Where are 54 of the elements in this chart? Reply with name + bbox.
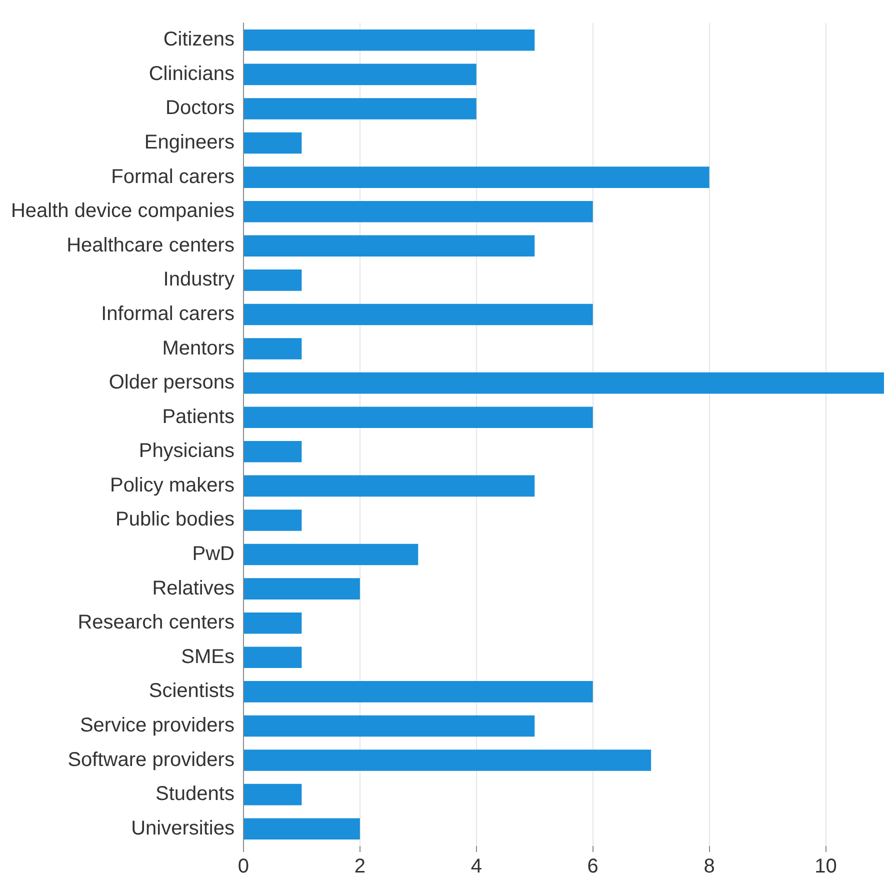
- bar: [244, 544, 418, 566]
- y-tick-label: PwD: [192, 543, 234, 566]
- x-tick-label: 8: [704, 856, 715, 878]
- bar: [244, 64, 476, 86]
- y-tick-label: SMEs: [181, 646, 234, 668]
- bar: [244, 372, 884, 394]
- bar: [244, 612, 302, 634]
- x-tick-label: 4: [470, 856, 482, 878]
- bar: [244, 30, 535, 51]
- y-tick-label: Doctors: [166, 97, 234, 120]
- bar: [244, 406, 593, 428]
- y-tick-label: Service providers: [80, 714, 234, 736]
- y-tick-label: Scientists: [148, 680, 234, 702]
- y-tick-label: Public bodies: [115, 508, 234, 531]
- y-tick-label: Health device companies: [10, 200, 234, 222]
- y-tick-label: Engineers: [144, 132, 234, 154]
- y-tick-label: Industry: [163, 268, 234, 291]
- y-tick-label: Relatives: [152, 577, 234, 600]
- y-tick-label: Citizens: [163, 28, 234, 51]
- y-tick-label: Patients: [162, 406, 234, 428]
- y-tick-label: Software providers: [68, 748, 234, 771]
- x-tick-label: 10: [814, 856, 837, 878]
- y-tick-label: Policy makers: [110, 474, 234, 496]
- bar: [244, 784, 302, 806]
- bar: [244, 200, 593, 222]
- bar: [244, 646, 302, 668]
- x-tick-label: 2: [354, 856, 366, 878]
- y-tick-label: Healthcare centers: [66, 234, 234, 256]
- y-tick-label: Formal carers: [111, 166, 234, 188]
- bar: [244, 98, 476, 120]
- bar: [244, 475, 535, 497]
- bar: [244, 304, 593, 326]
- x-tick-label: 6: [587, 856, 598, 878]
- bar: [244, 166, 710, 188]
- y-tick-label: Students: [156, 783, 234, 806]
- y-tick-label: Universities: [131, 817, 234, 840]
- bar: [244, 132, 302, 154]
- bar: [244, 235, 535, 257]
- bar: [244, 715, 535, 737]
- y-tick-label: Clinicians: [148, 62, 234, 85]
- y-tick-label: Mentors: [162, 337, 234, 360]
- bar: [244, 818, 360, 840]
- y-tick-label: Research centers: [78, 612, 234, 634]
- x-tick-label: 0: [238, 856, 250, 878]
- bar: [244, 681, 593, 702]
- bar: [244, 750, 652, 771]
- bar: [244, 510, 302, 531]
- bar: [244, 270, 302, 291]
- bar: [244, 441, 302, 462]
- y-tick-label: Older persons: [108, 372, 234, 394]
- bar: [244, 578, 360, 600]
- y-tick-label: Informal carers: [101, 302, 234, 325]
- y-tick-label: Physicians: [138, 440, 234, 462]
- bar: [244, 338, 302, 360]
